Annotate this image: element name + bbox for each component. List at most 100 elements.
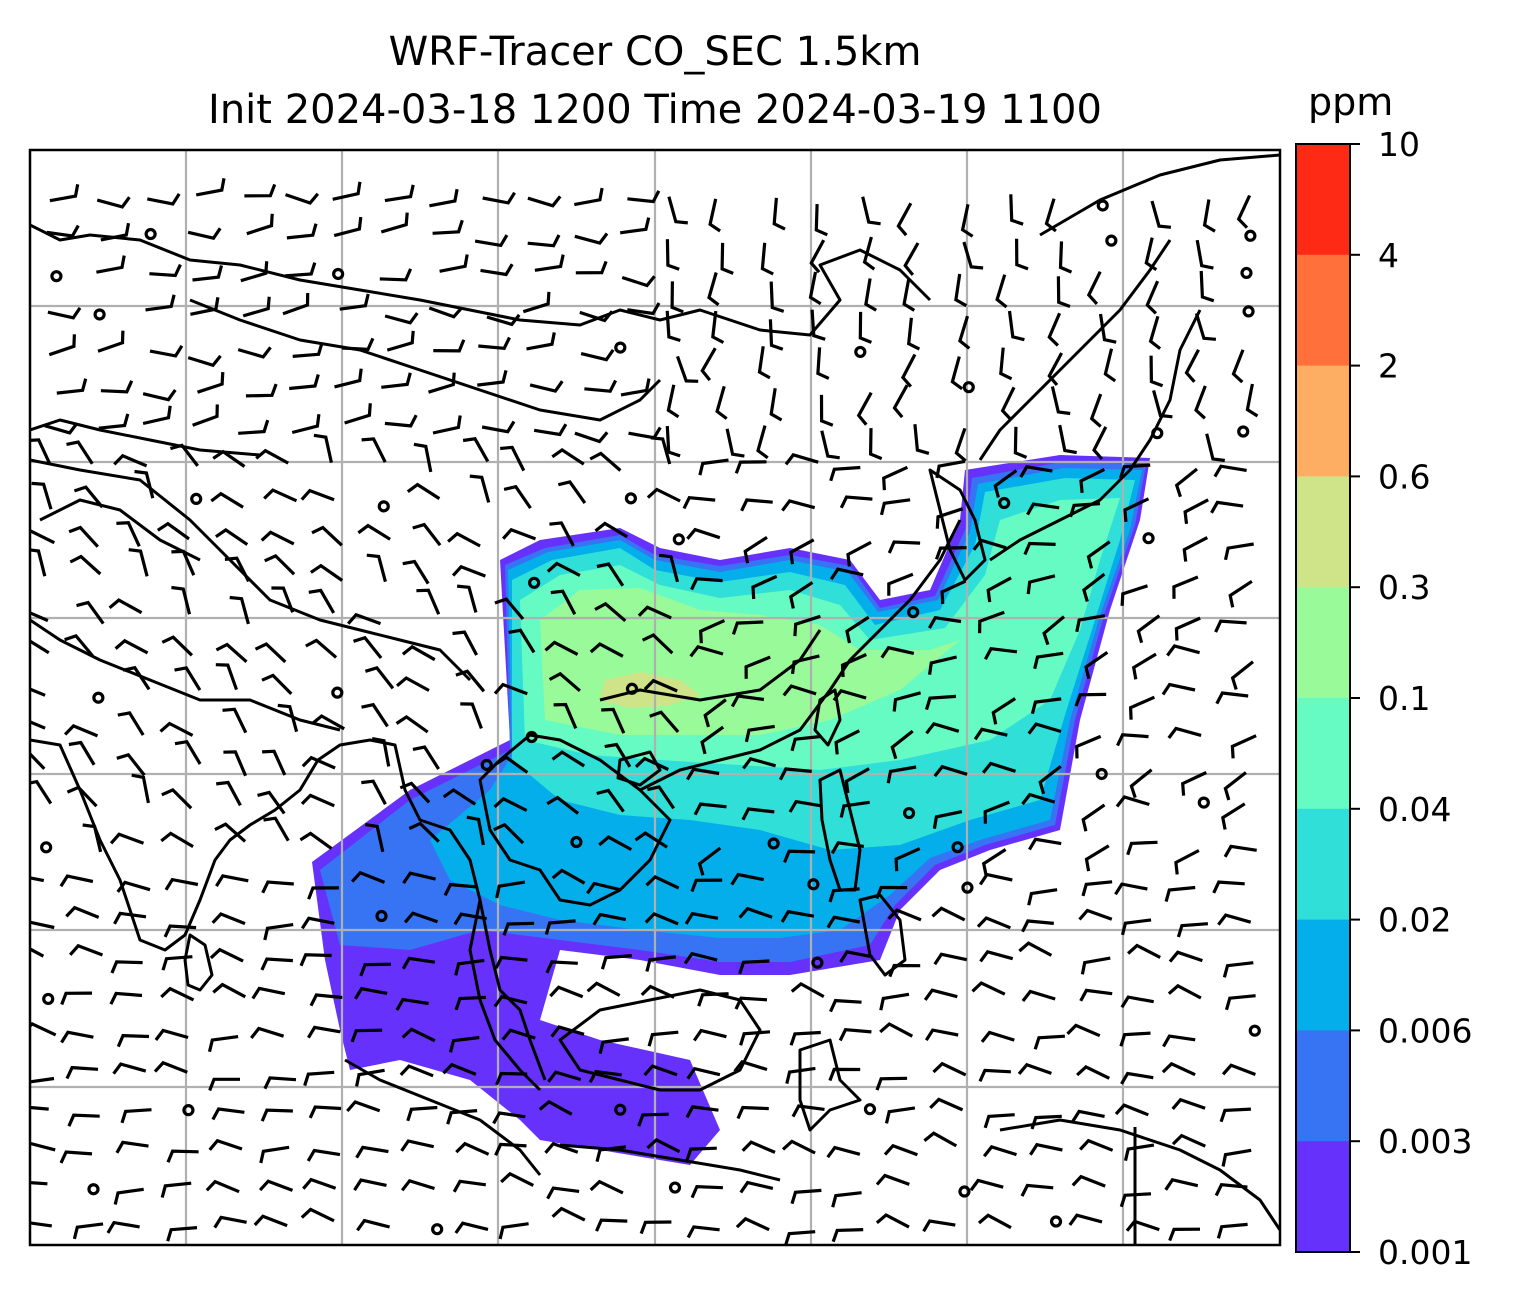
wind-barb <box>828 887 860 903</box>
wind-barb <box>454 1221 489 1234</box>
coastline-segment <box>989 309 1202 562</box>
calm-wind-marker <box>902 806 916 820</box>
wind-barb <box>131 773 150 804</box>
wind-barb <box>1068 502 1101 518</box>
wind-barb <box>1161 1061 1196 1077</box>
wind-barb <box>357 523 391 541</box>
wind-barb <box>1018 941 1053 957</box>
wind-barb <box>474 234 509 248</box>
wind-barb <box>47 307 82 320</box>
wind-barb <box>666 384 680 419</box>
wind-barb <box>1181 771 1207 796</box>
coastline-segment <box>478 733 672 907</box>
wind-barb <box>588 1069 622 1083</box>
wind-barb <box>59 874 94 888</box>
wind-barb <box>1044 198 1057 233</box>
wind-barb <box>116 880 151 893</box>
wind-barb <box>432 415 462 435</box>
wind-barb <box>1015 238 1029 271</box>
wind-barb <box>1086 540 1111 569</box>
wind-barb <box>839 495 873 509</box>
wind-barb <box>46 224 80 238</box>
wind-barb <box>300 793 335 808</box>
wind-barb <box>1231 349 1245 384</box>
wind-barb <box>30 720 46 730</box>
calm-wind-marker <box>998 496 1011 510</box>
wind-barb <box>1183 498 1209 524</box>
colorbar-tick-label: 0.001 <box>1378 1233 1472 1272</box>
wind-barb <box>301 755 336 770</box>
wind-barb <box>980 1030 1015 1043</box>
wind-barb <box>264 553 296 576</box>
wind-barb <box>793 614 821 637</box>
calm-wind-marker <box>807 878 820 891</box>
wind-barb <box>790 1188 822 1205</box>
wind-barb <box>1066 1023 1101 1038</box>
colorbar-band <box>1296 254 1350 367</box>
coastline-segment <box>30 458 472 682</box>
wind-barb <box>1205 433 1226 463</box>
wind-barb <box>790 981 825 998</box>
wind-barb <box>486 313 521 327</box>
wind-barb <box>114 638 149 655</box>
wind-barb <box>1213 464 1247 478</box>
wind-barb <box>30 529 56 545</box>
wind-barb <box>828 1067 861 1082</box>
wind-barb <box>981 761 1016 774</box>
wind-barb <box>1230 734 1257 759</box>
coastline-segment <box>978 239 1172 461</box>
wind-barb <box>647 785 676 810</box>
wind-barb <box>580 348 615 362</box>
coastline-segment <box>558 988 762 1092</box>
wind-barb <box>627 190 661 204</box>
wind-barb <box>986 576 1012 603</box>
wind-barb <box>308 588 336 614</box>
wind-barb <box>65 1065 99 1080</box>
wind-barb <box>286 223 318 240</box>
wind-barb <box>109 991 143 1005</box>
wind-barb <box>690 577 723 591</box>
calm-wind-marker <box>331 686 344 699</box>
wind-barb <box>214 527 249 546</box>
wind-barb <box>250 1026 285 1039</box>
wind-barb <box>73 485 104 509</box>
wind-barb <box>260 1108 293 1122</box>
wind-barb <box>820 430 840 460</box>
wind-barb <box>708 198 721 233</box>
wind-barb <box>731 620 764 635</box>
wind-barb <box>356 1218 390 1232</box>
wind-barb <box>925 721 960 735</box>
wind-barb <box>814 204 828 237</box>
colorbar-tick-label: 0.02 <box>1378 901 1451 940</box>
wind-barb <box>1120 918 1152 936</box>
wind-barb <box>596 788 625 813</box>
wind-barb <box>1194 312 1217 341</box>
wind-barb <box>98 413 130 430</box>
wind-barb <box>255 448 289 465</box>
wind-barb <box>263 816 290 842</box>
wind-barb <box>645 874 680 890</box>
wind-barb <box>928 615 962 629</box>
wind-barb <box>864 278 878 312</box>
wind-barb <box>1033 1034 1065 1050</box>
wind-barb <box>557 480 587 505</box>
wind-barb <box>1115 795 1150 808</box>
wind-barb <box>454 995 486 1011</box>
wind-barb <box>67 1113 100 1127</box>
wind-barb <box>364 666 395 690</box>
wind-barb <box>783 849 816 864</box>
wind-barb <box>686 1225 720 1239</box>
wind-barb <box>291 413 321 435</box>
wind-barb <box>153 1060 188 1074</box>
wind-barb <box>30 947 45 958</box>
wind-barb <box>492 1111 526 1125</box>
wind-barb <box>501 1028 536 1041</box>
wind-barb <box>97 330 125 353</box>
wind-barb <box>697 846 722 876</box>
wind-barb <box>30 1181 48 1186</box>
wind-barb <box>575 260 608 275</box>
wind-barb <box>120 1108 152 1124</box>
calm-wind-marker <box>525 730 538 744</box>
wind-barb <box>44 422 79 435</box>
wind-barb <box>734 996 768 1010</box>
